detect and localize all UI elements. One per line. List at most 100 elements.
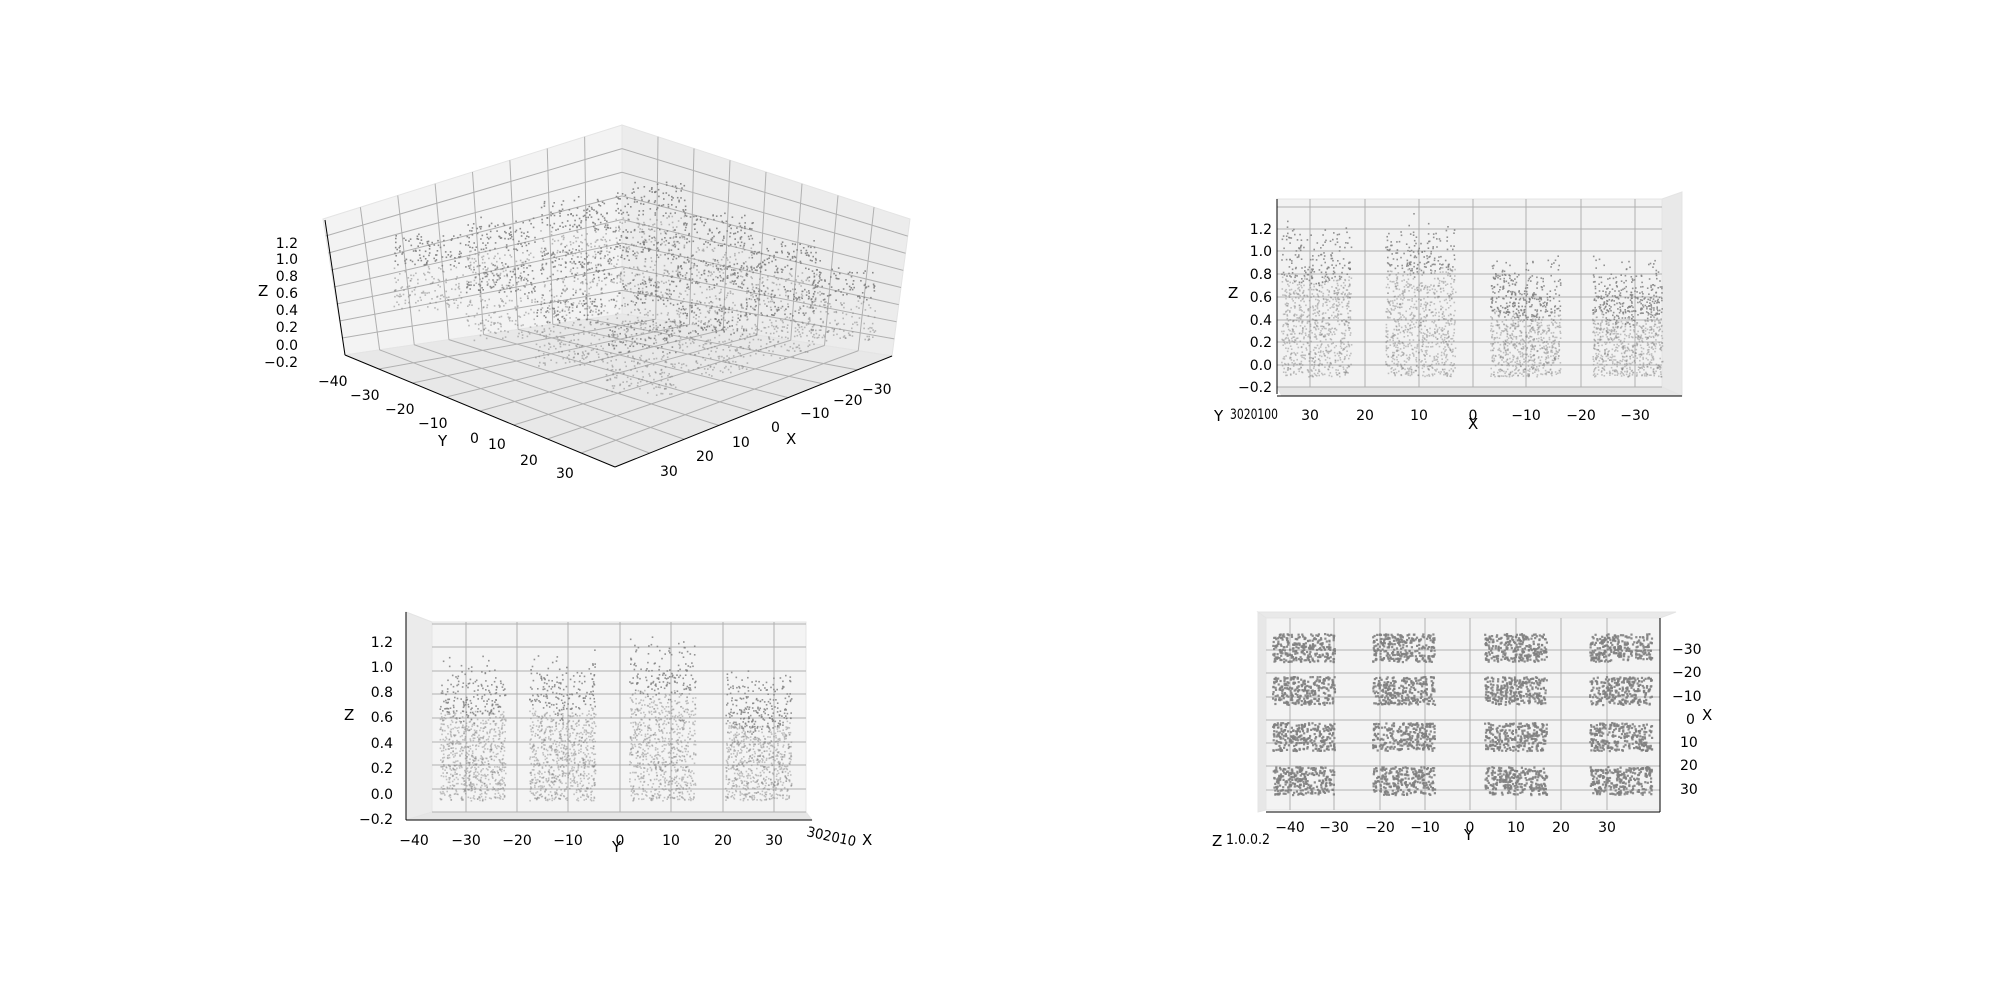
point (709, 296, 711, 298)
point (486, 273, 489, 276)
point (864, 270, 866, 272)
point (545, 262, 548, 265)
point (395, 237, 397, 240)
point (1348, 300, 1350, 303)
point (1319, 351, 1322, 354)
point (813, 240, 815, 242)
point (1293, 341, 1296, 344)
point (1284, 303, 1287, 305)
point (1428, 309, 1431, 311)
point (427, 306, 429, 308)
point (620, 272, 622, 275)
point (569, 317, 571, 319)
point (1337, 298, 1340, 301)
point (1332, 298, 1334, 301)
point (792, 288, 794, 291)
point (728, 265, 730, 267)
point (723, 235, 725, 238)
point (477, 265, 479, 267)
point (1401, 367, 1404, 369)
point (1387, 317, 1389, 319)
point (670, 293, 672, 296)
point (1338, 303, 1341, 306)
point (751, 283, 754, 286)
point (541, 221, 544, 224)
point (712, 250, 715, 252)
point (857, 300, 860, 302)
point (674, 324, 677, 326)
point (1346, 345, 1348, 348)
point (720, 215, 722, 217)
point (1334, 361, 1337, 364)
point (595, 266, 598, 269)
point (1320, 284, 1323, 287)
point (654, 212, 657, 214)
point (600, 323, 602, 326)
point (620, 341, 622, 343)
point (1435, 370, 1437, 372)
point (643, 361, 646, 364)
point (743, 328, 745, 331)
point (1339, 262, 1341, 265)
point (1433, 257, 1436, 260)
point (1308, 344, 1310, 347)
point (696, 265, 698, 267)
point (711, 231, 713, 234)
point (1339, 351, 1341, 354)
point (655, 293, 657, 296)
point (397, 279, 399, 281)
point (729, 261, 731, 264)
point (1424, 358, 1426, 360)
point (670, 384, 673, 387)
point (656, 313, 659, 316)
point (1393, 372, 1396, 374)
point (800, 279, 803, 282)
point (686, 287, 688, 289)
point (570, 339, 572, 342)
point (1396, 249, 1399, 251)
point (594, 253, 597, 256)
point (848, 285, 851, 288)
point (794, 283, 796, 286)
point (1392, 302, 1394, 304)
point (1302, 280, 1305, 282)
point (1303, 357, 1305, 359)
point (718, 309, 721, 311)
point (791, 255, 794, 258)
point (734, 232, 737, 235)
point (1396, 284, 1399, 287)
point (1389, 265, 1392, 267)
point (678, 199, 680, 202)
point (1396, 329, 1398, 332)
point (767, 287, 769, 290)
point (627, 347, 629, 349)
point (1314, 319, 1316, 322)
point (655, 290, 657, 292)
point (791, 243, 794, 245)
point (550, 230, 553, 233)
point (1301, 364, 1304, 366)
point (1317, 351, 1320, 353)
point (757, 338, 760, 341)
point (667, 329, 670, 332)
point (524, 293, 526, 295)
point (468, 257, 471, 260)
point (1287, 347, 1290, 350)
point (1453, 332, 1455, 334)
point (1321, 313, 1324, 315)
point (1433, 272, 1436, 274)
point (471, 227, 474, 229)
point (849, 288, 851, 291)
point (1299, 332, 1301, 335)
point (730, 281, 733, 284)
point (634, 304, 636, 306)
point (812, 306, 814, 308)
point (1407, 343, 1409, 346)
point (759, 266, 761, 269)
point (671, 335, 674, 337)
point (1284, 322, 1287, 325)
point (557, 306, 560, 308)
point (1337, 301, 1340, 304)
point (611, 390, 613, 393)
point (1444, 350, 1446, 352)
